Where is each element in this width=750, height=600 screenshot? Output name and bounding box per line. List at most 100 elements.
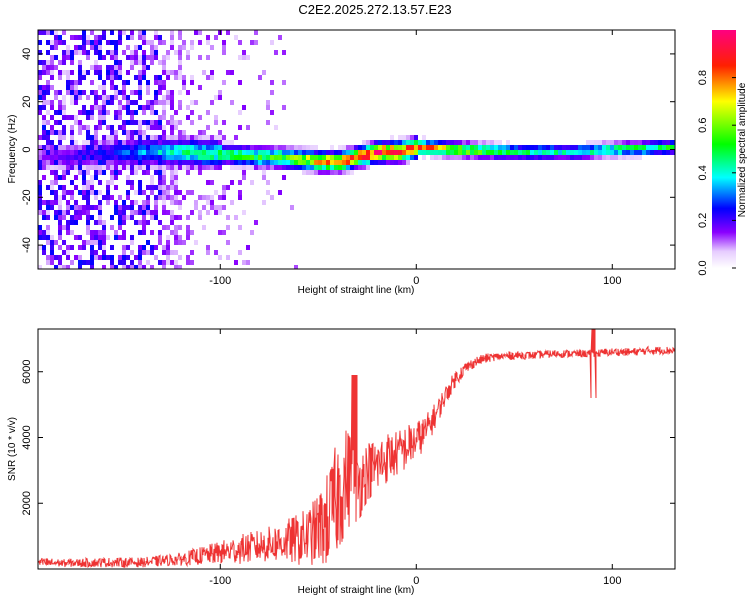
heatmap-cell [126,145,130,150]
heatmap-cell [70,155,74,160]
heatmap-cell [154,95,158,100]
heatmap-cell [58,230,62,235]
heatmap-cell [178,50,182,55]
heatmap-cell [490,145,494,150]
heatmap-cell [278,35,282,40]
heatmap-cell [242,175,246,180]
heatmap-cell [54,175,58,180]
heatmap-cell [86,205,90,210]
heatmap-cell [190,80,194,85]
heatmap-cell [298,155,302,160]
heatmap-cell [62,225,66,230]
heatmap-cell [166,75,170,80]
heatmap-cell [174,140,178,145]
heatmap-cell [218,135,222,140]
heatmap-cell [162,245,166,250]
heatmap-cell [118,225,122,230]
heatmap-cell [114,70,118,75]
heatmap-cell [206,140,210,145]
heatmap-cell [274,50,278,55]
heatmap-cell [122,125,126,130]
heatmap-cell [302,145,306,150]
heatmap-cell [70,70,74,75]
heatmap-cell [394,150,398,155]
heatmap-cell [326,160,330,165]
heatmap-cell [50,60,54,65]
heatmap-cell [618,155,622,160]
heatmap-cell [286,145,290,150]
heatmap-cell [90,135,94,140]
heatmap-cell [170,125,174,130]
heatmap-cell [230,150,234,155]
heatmap-cell [54,180,58,185]
heatmap-cell [398,135,402,140]
heatmap-cell [102,150,106,155]
heatmap-cell [138,265,142,269]
heatmap-cell [526,150,530,155]
heatmap-cell [154,255,158,260]
heatmap-cell [234,145,238,150]
heatmap-cell [138,185,142,190]
heatmap-cell [98,220,102,225]
heatmap-cell [110,145,114,150]
heatmap-cell [90,185,94,190]
heatmap-cell [234,260,238,265]
heatmap-cell [234,165,238,170]
heatmap-cell [218,195,222,200]
heatmap-cell [186,135,190,140]
heatmap-cell [110,125,114,130]
heatmap-cell [198,135,202,140]
heatmap-cell [198,55,202,60]
heatmap-cell [642,140,646,145]
heatmap-cell [90,90,94,95]
heatmap-cell [142,35,146,40]
heatmap-cell [174,250,178,255]
heatmap-cell [118,150,122,155]
heatmap-cell [130,135,134,140]
heatmap-cell [94,250,98,255]
heatmap-cell [314,145,318,150]
heatmap-cell [46,200,50,205]
heatmap-cell [418,145,422,150]
heatmap-cell [518,155,522,160]
heatmap-cell [74,95,78,100]
heatmap-cell [50,85,54,90]
heatmap-cell [614,155,618,160]
heatmap-cell [306,160,310,165]
heatmap-cell [82,150,86,155]
heatmap-cell [166,165,170,170]
heatmap-cell [118,60,122,65]
heatmap-cell [422,155,426,160]
heatmap-cell [242,260,246,265]
heatmap-cell [94,160,98,165]
heatmap-cell [86,185,90,190]
heatmap-cell [606,140,610,145]
heatmap-cell [94,150,98,155]
heatmap-cell [86,220,90,225]
heatmap-cell [58,205,62,210]
heatmap-cell [602,155,606,160]
heatmap-cell [366,140,370,145]
heatmap-cell [114,150,118,155]
heatmap-cell [206,160,210,165]
heatmap-cell [474,155,478,160]
heatmap-cell [142,70,146,75]
heatmap-cell [38,210,42,215]
heatmap-cell [410,145,414,150]
heatmap-cell [102,120,106,125]
heatmap-cell [362,155,366,160]
heatmap-cell [114,165,118,170]
heatmap-cell [102,225,106,230]
heatmap-cell [94,130,98,135]
heatmap-cell [82,195,86,200]
heatmap-cell [422,150,426,155]
heatmap-cell [178,70,182,75]
heatmap-cell [70,150,74,155]
heatmap-cell [158,260,162,265]
heatmap-cell [130,160,134,165]
heatmap-cell [162,210,166,215]
heatmap-cell [598,150,602,155]
heatmap-cell [138,45,142,50]
heatmap-cell [126,150,130,155]
